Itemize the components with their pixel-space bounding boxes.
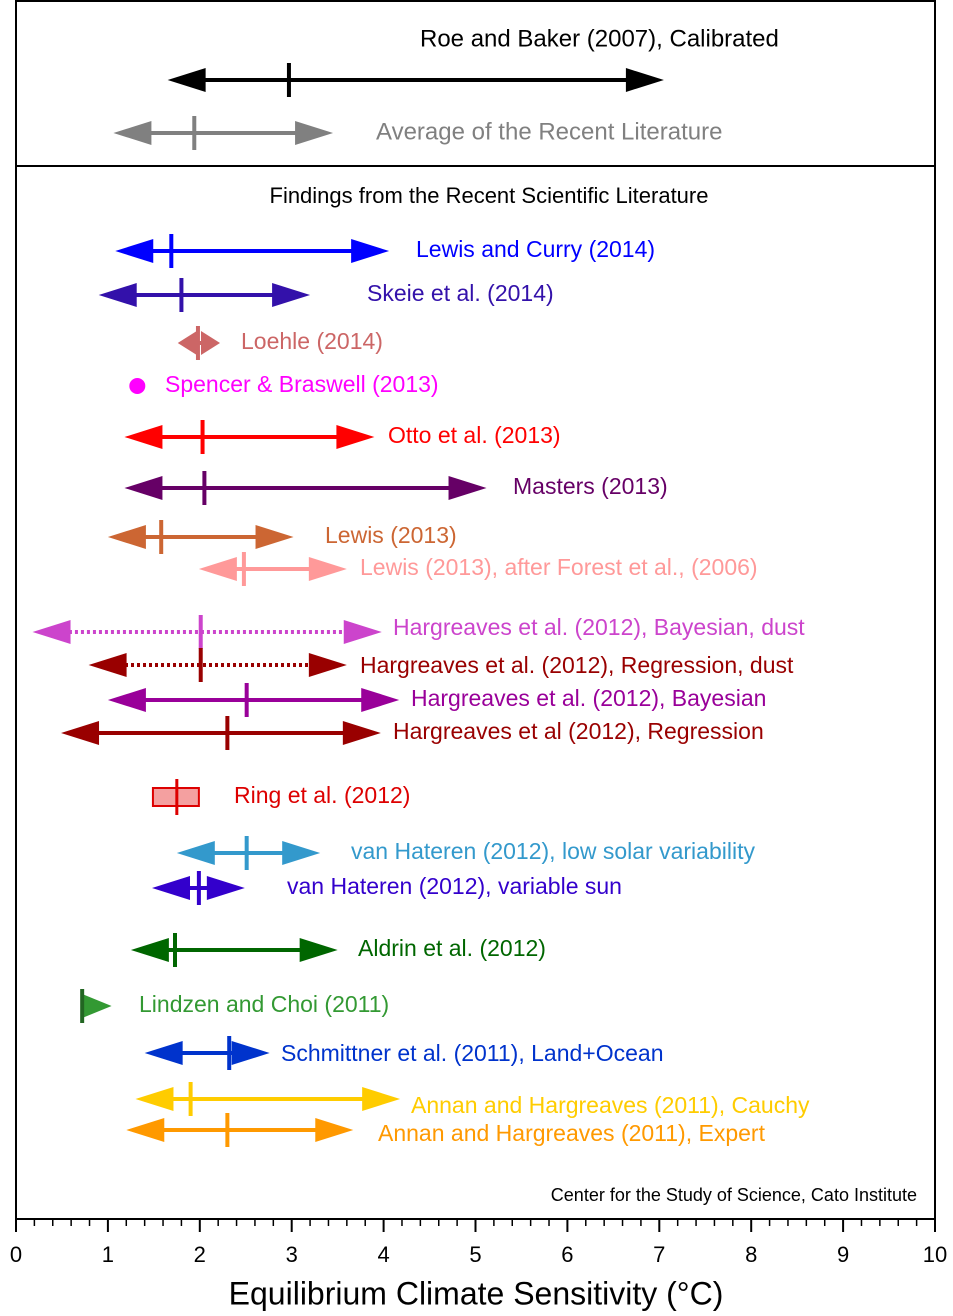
range-label: Annan and Hargreaves (2011), Expert: [378, 1120, 766, 1146]
range-label: Annan and Hargreaves (2011), Cauchy: [411, 1092, 810, 1118]
subtitle: Findings from the Recent Scientific Lite…: [270, 183, 709, 208]
low-arrowhead: [177, 331, 197, 355]
high-arrowhead: [308, 557, 347, 581]
range-label: Loehle (2014): [241, 328, 383, 354]
x-tick-label: 5: [469, 1242, 481, 1267]
range-label: Average of the Recent Literature: [376, 118, 722, 145]
low-arrowhead: [88, 653, 127, 677]
high-arrowhead: [308, 653, 347, 677]
low-arrowhead: [107, 688, 146, 712]
low-arrowhead: [152, 876, 191, 900]
high-arrowhead: [342, 721, 381, 745]
range-label: Hargreaves et al. (2012), Bayesian, dust: [393, 614, 805, 640]
high-arrowhead: [295, 121, 334, 145]
high-arrowhead: [448, 476, 487, 500]
high-arrowhead: [200, 331, 221, 355]
low-arrowhead: [176, 841, 215, 865]
low-arrowhead: [115, 239, 154, 263]
x-tick-label: 10: [923, 1242, 947, 1267]
x-axis-title: Equilibrium Climate Sensitivity (°C): [229, 1275, 724, 1311]
range-label: Hargreaves et al. (2012), Regression, du…: [360, 652, 794, 678]
range-label: Masters (2013): [513, 473, 668, 499]
high-arrowhead: [82, 994, 112, 1018]
high-arrowhead: [343, 620, 382, 644]
high-arrowhead: [625, 68, 664, 92]
high-arrowhead: [315, 1118, 354, 1142]
range-label: Roe and Baker (2007), Calibrated: [420, 25, 779, 52]
high-arrowhead: [351, 239, 390, 263]
low-arrowhead: [124, 476, 163, 500]
low-arrowhead: [126, 1118, 165, 1142]
range-label: Spencer & Braswell (2013): [165, 371, 439, 397]
x-tick-label: 6: [561, 1242, 573, 1267]
low-arrowhead: [107, 525, 146, 549]
high-arrowhead: [282, 841, 321, 865]
low-arrowhead: [167, 68, 206, 92]
range-label: Schmittner et al. (2011), Land+Ocean: [281, 1040, 664, 1066]
range-label: van Hateren (2012), low solar variabilit…: [351, 838, 755, 864]
x-tick-label: 8: [745, 1242, 757, 1267]
low-arrowhead: [135, 1087, 174, 1111]
range-label: Lewis (2013), after Forest et al., (2006…: [360, 554, 758, 580]
low-arrowhead: [130, 938, 169, 962]
low-arrowhead: [198, 557, 237, 581]
source-note: Center for the Study of Science, Cato In…: [551, 1185, 917, 1205]
x-tick-label: 2: [194, 1242, 206, 1267]
low-arrowhead: [124, 425, 163, 449]
point: [129, 378, 146, 394]
high-arrowhead: [231, 1041, 270, 1065]
range-label: Hargreaves et al. (2012), Bayesian: [411, 685, 766, 711]
range-label: Skeie et al. (2014): [367, 280, 554, 306]
high-arrowhead: [336, 425, 375, 449]
high-arrowhead: [361, 688, 400, 712]
range-label: Otto et al. (2013): [388, 422, 561, 448]
range-label: Hargreaves et al (2012), Regression: [393, 718, 764, 744]
high-arrowhead: [299, 938, 338, 962]
low-arrowhead: [61, 721, 100, 745]
x-tick-label: 7: [653, 1242, 665, 1267]
x-tick-label: 9: [837, 1242, 849, 1267]
range-label: van Hateren (2012), variable sun: [287, 873, 622, 899]
high-arrowhead: [255, 525, 294, 549]
range-label: Aldrin et al. (2012): [358, 935, 546, 961]
x-tick-label: 0: [10, 1242, 22, 1267]
low-arrowhead: [113, 121, 152, 145]
range-label: Lewis (2013): [325, 522, 457, 548]
range-label: Ring et al. (2012): [234, 782, 410, 808]
low-arrowhead: [98, 283, 137, 307]
high-arrowhead: [362, 1087, 401, 1111]
high-arrowhead: [206, 876, 245, 900]
x-tick-label: 4: [377, 1242, 389, 1267]
range-label: Lindzen and Choi (2011): [139, 991, 389, 1017]
range-label: Lewis and Curry (2014): [416, 236, 655, 262]
x-tick-label: 3: [286, 1242, 298, 1267]
low-arrowhead: [32, 620, 71, 644]
x-tick-label: 1: [102, 1242, 114, 1267]
high-arrowhead: [272, 283, 311, 307]
low-arrowhead: [144, 1041, 183, 1065]
